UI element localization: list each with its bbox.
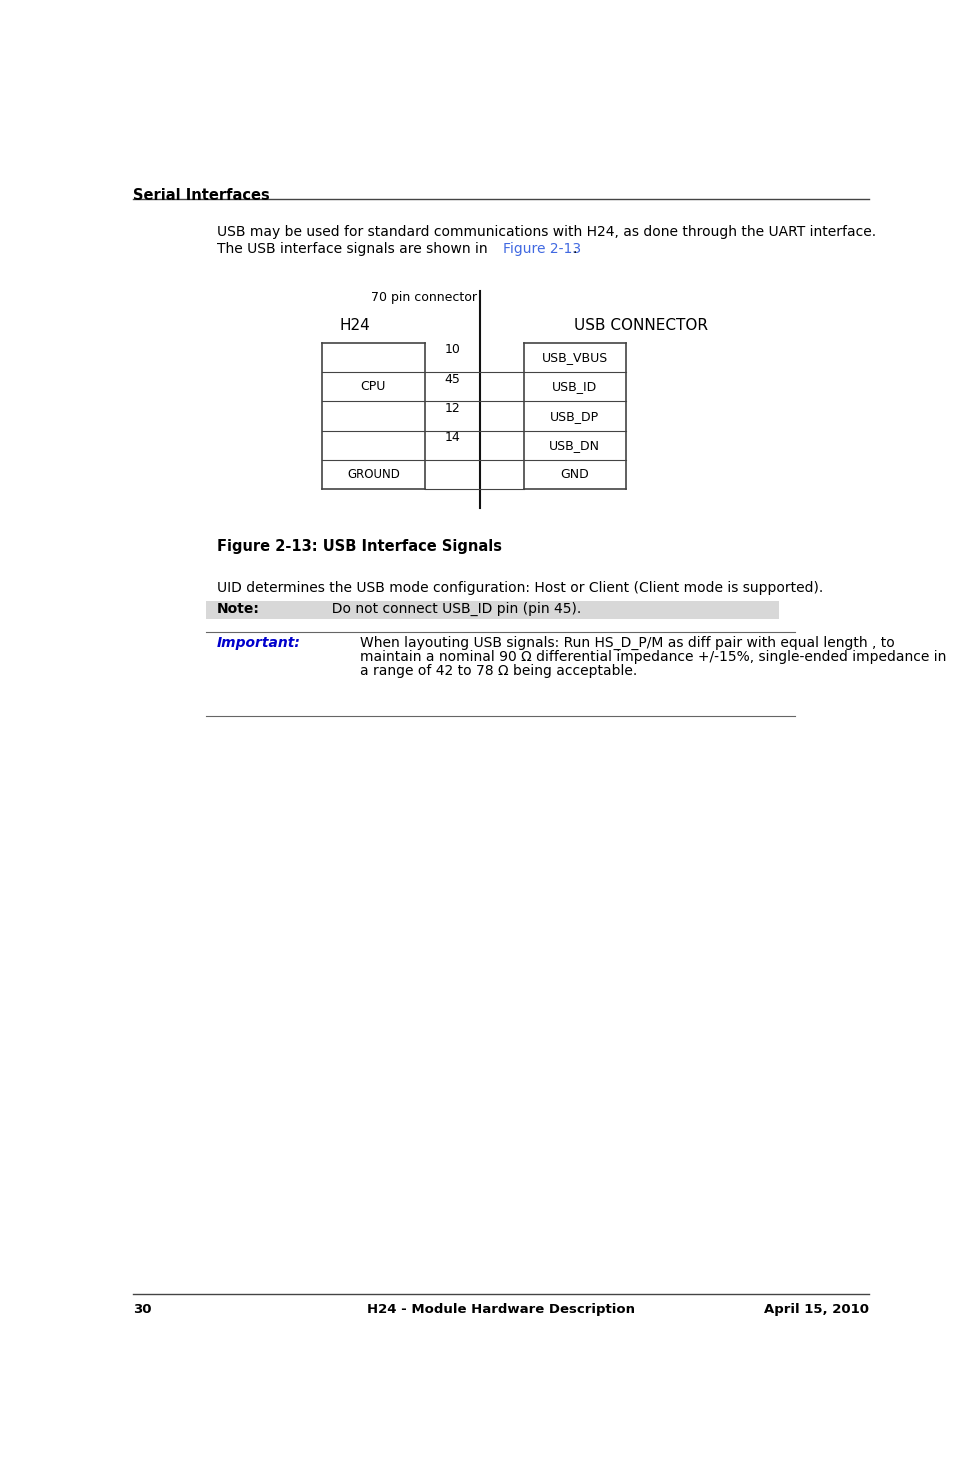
Text: USB may be used for standard communications with H24, as done through the UART i: USB may be used for standard communicati… bbox=[217, 225, 875, 239]
Text: H24 - Module Hardware Description: H24 - Module Hardware Description bbox=[366, 1304, 635, 1315]
Text: When layouting USB signals: Run HS_D_P/M as diff pair with equal length , to: When layouting USB signals: Run HS_D_P/M… bbox=[360, 637, 894, 650]
Text: Figure 2-13: Figure 2-13 bbox=[503, 242, 581, 256]
Text: Note:: Note: bbox=[217, 602, 260, 616]
Text: 45: 45 bbox=[444, 372, 460, 386]
Text: 14: 14 bbox=[445, 432, 460, 443]
Text: CPU: CPU bbox=[361, 380, 386, 393]
Text: 12: 12 bbox=[445, 402, 460, 415]
Text: USB_VBUS: USB_VBUS bbox=[541, 352, 608, 364]
Text: Figure 2-13: USB Interface Signals: Figure 2-13: USB Interface Signals bbox=[217, 539, 501, 554]
Text: GND: GND bbox=[560, 469, 588, 480]
Text: The USB interface signals are shown in: The USB interface signals are shown in bbox=[217, 242, 491, 256]
Text: GROUND: GROUND bbox=[347, 469, 400, 480]
Text: a range of 42 to 78 Ω being acceptable.: a range of 42 to 78 Ω being acceptable. bbox=[360, 664, 637, 678]
Text: April 15, 2010: April 15, 2010 bbox=[764, 1304, 869, 1315]
Bar bbox=[206, 602, 779, 619]
Text: USB CONNECTOR: USB CONNECTOR bbox=[573, 318, 707, 333]
Text: USB_DP: USB_DP bbox=[550, 409, 599, 423]
Text: UID determines the USB mode configuration: Host or Client (Client mode is suppor: UID determines the USB mode configuratio… bbox=[217, 581, 823, 594]
Text: Serial Interfaces: Serial Interfaces bbox=[133, 188, 270, 202]
Text: Important:: Important: bbox=[217, 637, 300, 650]
Text: H24: H24 bbox=[339, 318, 369, 333]
Text: USB_DN: USB_DN bbox=[549, 439, 600, 452]
Text: 70 pin connector: 70 pin connector bbox=[371, 291, 477, 304]
Text: Do not connect USB_ID pin (pin 45).: Do not connect USB_ID pin (pin 45). bbox=[323, 602, 581, 616]
Text: maintain a nominal 90 Ω differential impedance +/-15%, single-ended impedance in: maintain a nominal 90 Ω differential imp… bbox=[360, 650, 946, 664]
Text: USB_ID: USB_ID bbox=[552, 380, 597, 393]
Text: 30: 30 bbox=[133, 1304, 151, 1315]
Text: .: . bbox=[573, 242, 576, 256]
Text: 10: 10 bbox=[444, 343, 460, 356]
